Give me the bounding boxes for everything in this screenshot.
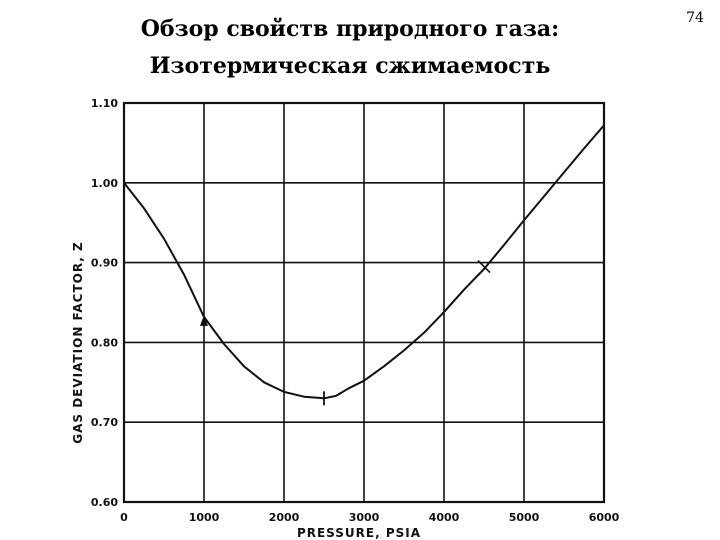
x-tick-label-3000: 3000 xyxy=(349,511,380,524)
x-tick-label-6000: 6000 xyxy=(589,511,620,524)
y-tick-label-0.8: 0.80 xyxy=(91,336,118,349)
y-tick-label-0.7: 0.70 xyxy=(91,416,118,429)
z-factor-curve-0 xyxy=(123,124,605,400)
page-number: 74 xyxy=(686,10,704,26)
x-axis-title: PRESSURE, PSIA xyxy=(297,526,421,540)
x-tick-label-2000: 2000 xyxy=(269,511,300,524)
y-tick-label-0.6: 0.60 xyxy=(91,496,118,509)
slide-title-line-2: Изотермическая сжимаемость xyxy=(149,53,551,79)
x-tick-label-0: 0 xyxy=(120,511,128,524)
y-tick-label-0.9: 0.90 xyxy=(91,257,118,270)
chart-frame xyxy=(122,101,606,504)
y-tick-label-1.1: 1.10 xyxy=(91,97,118,110)
chart-curve-group xyxy=(123,124,605,400)
x-tick-label-1000: 1000 xyxy=(189,511,220,524)
plot-frame xyxy=(122,101,606,504)
chart-grid xyxy=(124,103,604,502)
y-tick-labels: 0.60 0.70 0.80 0.90 1.00 1.10 xyxy=(91,97,118,509)
chart-markers xyxy=(200,260,491,406)
x-tick-label-5000: 5000 xyxy=(509,511,540,524)
curve-marker-arrow xyxy=(200,314,208,326)
x-tick-label-4000: 4000 xyxy=(429,511,460,524)
slide-title-line-1: Обзор свойств природного газа: xyxy=(140,16,560,42)
y-tick-label-1: 1.00 xyxy=(91,177,118,190)
y-axis-title: GAS DEVIATION FACTOR, Z xyxy=(71,241,85,444)
curve-marker-cross xyxy=(477,260,491,274)
x-tick-labels: 0 1000 2000 3000 4000 5000 6000 xyxy=(120,511,619,524)
